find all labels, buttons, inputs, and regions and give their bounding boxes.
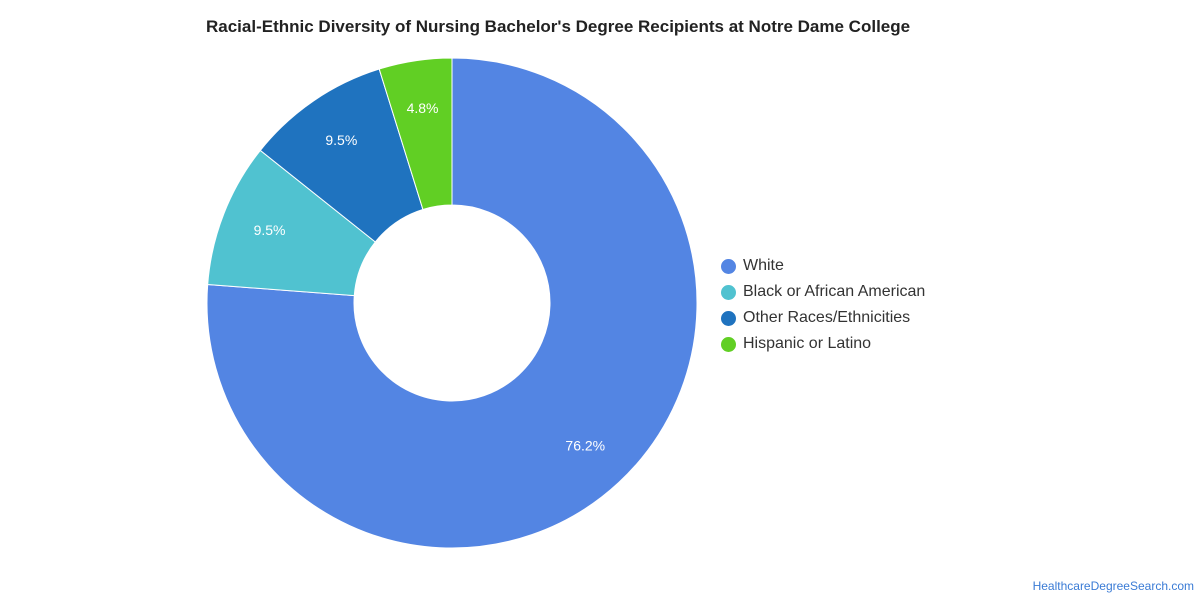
legend-item-black-or-african-american[interactable]: Black or African American (721, 279, 925, 305)
slice-labels: 76.2% 9.5% 9.5% 4.8% (254, 100, 606, 453)
legend-swatch-hispanic-or-latino (721, 336, 736, 352)
legend-item-hispanic-or-latino[interactable]: Hispanic or Latino (721, 331, 925, 357)
slice-label-white: 76.2% (565, 437, 605, 453)
legend-swatch-black-or-african-american (721, 284, 736, 300)
slice-white[interactable] (206, 57, 698, 549)
slice-hispanic-or-latino[interactable] (378, 57, 453, 211)
slice-label-other-races-ethnicities: 9.5% (325, 132, 357, 148)
source-link[interactable]: HealthcareDegreeSearch.com (1032, 579, 1194, 593)
legend-label: White (743, 257, 784, 274)
legend-swatch-white (721, 258, 736, 274)
legend-item-other-races[interactable]: Other Races/Ethnicities (721, 305, 925, 331)
legend-label: Other Races/Ethnicities (743, 309, 911, 326)
donut-slices (206, 57, 698, 549)
legend-swatch-other-races (721, 310, 736, 326)
slice-label-black-or-african-american: 9.5% (254, 222, 286, 238)
legend-label: Black or African American (743, 283, 926, 300)
legend-label: Hispanic or Latino (743, 335, 872, 352)
chart-legend: White Black or African American Other Ra… (721, 253, 925, 357)
slice-label-hispanic-or-latino: 4.8% (407, 100, 439, 116)
legend-item-white[interactable]: White (721, 253, 925, 279)
chart-title: Racial-Ethnic Diversity of Nursing Bache… (206, 17, 911, 36)
